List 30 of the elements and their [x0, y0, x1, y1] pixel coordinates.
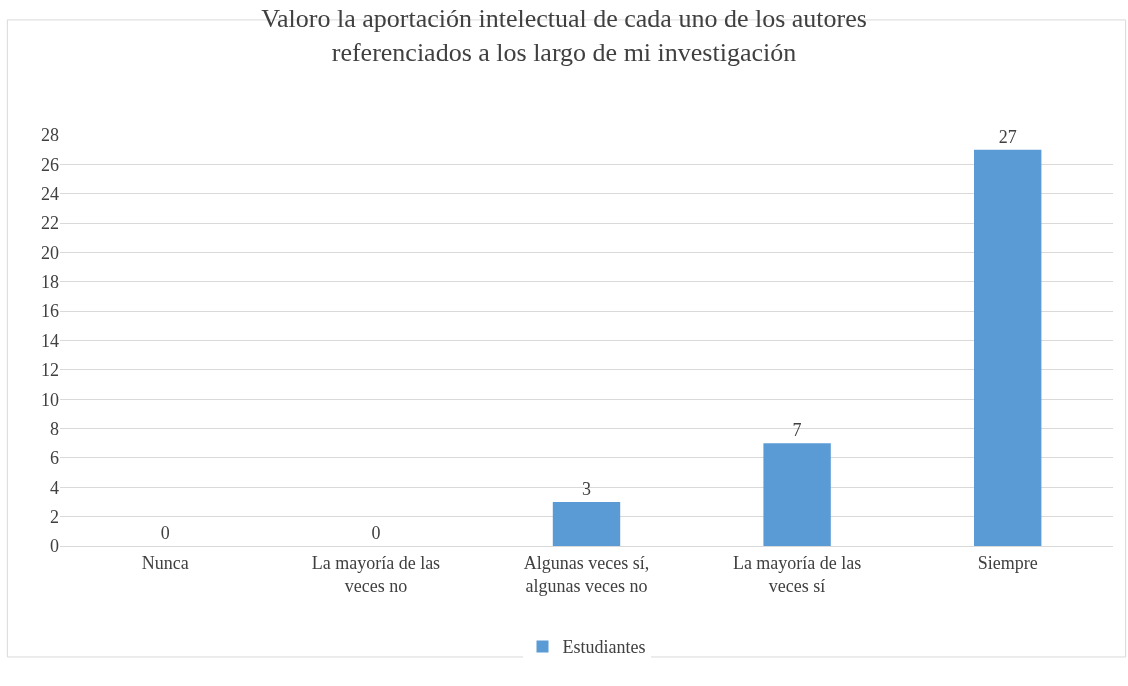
- x-tick-label: La mayoría de las veces no: [311, 552, 441, 596]
- data-label: 0: [371, 523, 381, 543]
- data-label: 0: [160, 523, 170, 543]
- y-tick-label: 16: [41, 301, 59, 322]
- x-tick-label: La mayoría de las veces sí: [732, 552, 862, 596]
- data-label: 3: [582, 478, 591, 499]
- y-tick-label: 2: [50, 506, 59, 527]
- y-tick-label: 10: [41, 389, 59, 410]
- x-tick-label: Algunas veces sí, algunas veces no: [523, 552, 650, 596]
- y-tick-label: 0: [50, 536, 59, 557]
- y-tick-label: 14: [41, 330, 59, 351]
- y-tick-label: 26: [41, 154, 59, 175]
- y-tick-label: 20: [41, 242, 59, 263]
- data-label: 7: [792, 420, 802, 441]
- data-label: 27: [998, 126, 1017, 147]
- y-tick-label: 4: [50, 477, 59, 498]
- bar: [763, 443, 831, 546]
- x-tick-label: Siempre: [977, 552, 1038, 573]
- x-tick-label: Nunca: [141, 552, 189, 573]
- legend-label: Estudiantes: [562, 637, 646, 658]
- y-tick-label: 22: [41, 213, 59, 234]
- y-tick-label: 24: [41, 184, 59, 205]
- y-tick-label: 6: [50, 448, 59, 469]
- y-tick-label: 18: [41, 272, 59, 293]
- chart-title: Valoro la aportación intelectual de cada uno de los autores referenciados a los largo de mi investigación: [261, 4, 867, 68]
- bar: [974, 149, 1042, 546]
- y-tick-label: 8: [50, 418, 59, 439]
- bar: [552, 501, 621, 546]
- y-tick-label: 12: [41, 360, 59, 381]
- y-tick-label: 28: [41, 125, 59, 146]
